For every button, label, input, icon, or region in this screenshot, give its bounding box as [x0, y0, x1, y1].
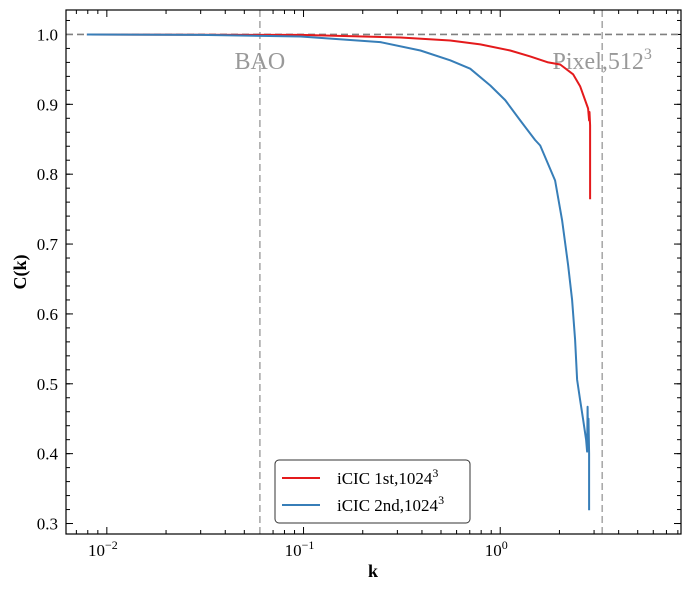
y-axis-label: C(k)	[10, 254, 31, 289]
y-tick-label: 0.8	[37, 165, 58, 184]
x-tick-label: 100	[485, 538, 508, 560]
legend-label: iCIC 2nd,10243	[337, 493, 444, 515]
series-line-2	[86, 33, 591, 511]
x-tick-label: 10−1	[285, 538, 315, 560]
ticks: 0.3 0.4 0.5 0.6 0.7 0.8 0.9 1.0 10−2 10−1 100	[37, 10, 681, 560]
y-tick-label: 0.7	[37, 235, 59, 254]
plot-frame	[65, 9, 682, 535]
series-lines	[86, 33, 592, 511]
x-axis-label: k	[368, 561, 378, 581]
y-tick-label: 0.9	[37, 95, 58, 114]
legend: iCIC 1st,10243 iCIC 2nd,10243	[274, 459, 471, 524]
y-tick-label: 0.5	[37, 375, 58, 394]
x-tick-label: 10−2	[88, 538, 118, 560]
y-tick-label: 0.3	[37, 515, 58, 534]
y-tick-label: 0.4	[37, 445, 59, 464]
legend-label: iCIC 1st,10243	[337, 466, 438, 488]
y-tick-label: 0.6	[37, 305, 58, 324]
reference-line-label: BAO	[235, 49, 286, 75]
y-tick-label: 1.0	[37, 25, 58, 44]
legend-box	[274, 459, 471, 524]
series-line-1	[86, 33, 592, 200]
